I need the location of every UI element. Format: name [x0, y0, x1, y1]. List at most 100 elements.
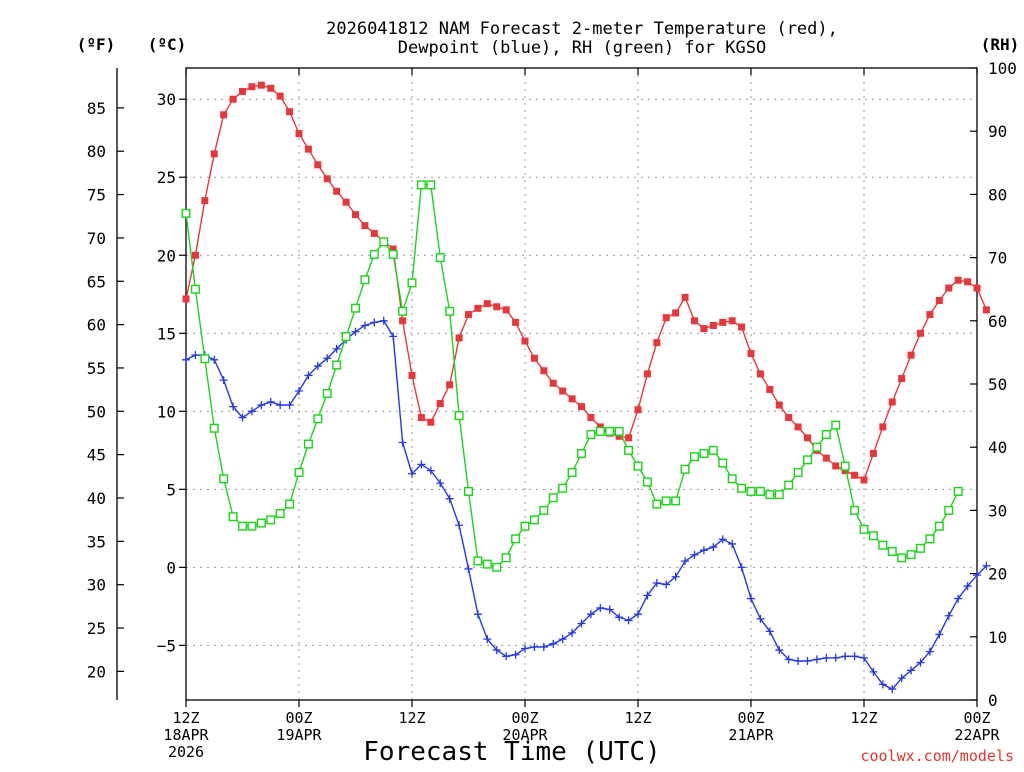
- dewpoint-markers: [182, 316, 991, 694]
- temperature-point: [691, 317, 698, 325]
- rh-point: [426, 180, 436, 190]
- fahrenheit-tick-label: 25: [87, 619, 106, 638]
- rh-point: [247, 521, 257, 531]
- temperature-point: [634, 406, 642, 414]
- dewpoint-point: [304, 371, 313, 380]
- rh-point: [953, 486, 963, 496]
- rh-point: [473, 556, 483, 566]
- rh-tick-label: 70: [988, 249, 1007, 268]
- dewpoint-point: [747, 594, 755, 603]
- temperature-point: [568, 395, 576, 403]
- temperature-point: [625, 434, 633, 442]
- temperature-point: [756, 370, 764, 378]
- dewpoint-point: [944, 611, 953, 620]
- temperature-point: [286, 108, 294, 116]
- temperature-point: [314, 161, 322, 169]
- rh-tick-label: 60: [988, 312, 1007, 331]
- rh-markers: [181, 180, 963, 572]
- dewpoint-point: [822, 653, 831, 662]
- dewpoint-point: [869, 667, 878, 676]
- temperature-point: [785, 414, 793, 422]
- temperature-point: [747, 350, 755, 358]
- rh-point: [746, 486, 756, 496]
- fahrenheit-tick-label: 40: [87, 489, 106, 508]
- temperature-point: [926, 311, 934, 319]
- rh-tick-label: 50: [988, 375, 1007, 394]
- dewpoint-point: [464, 564, 473, 573]
- dewpoint-point: [398, 438, 407, 447]
- dewpoint-point: [455, 521, 464, 530]
- temperature-point: [738, 323, 746, 331]
- temperature-point: [973, 284, 981, 292]
- dewpoint-point: [850, 652, 859, 661]
- rh-point: [821, 430, 831, 440]
- celsius-unit-label: (ºC): [148, 35, 187, 54]
- dewpoint-point: [379, 316, 388, 325]
- dewpoint-point: [699, 546, 708, 555]
- dewpoint-point: [295, 387, 303, 396]
- temperature-point: [267, 84, 275, 92]
- dewpoint-point: [492, 646, 501, 655]
- rh-point: [482, 559, 492, 569]
- dewpoint-point: [238, 413, 247, 422]
- temperature-point: [945, 284, 953, 292]
- temperature-point: [399, 317, 407, 325]
- temperature-point: [766, 385, 774, 393]
- temperature-point: [549, 379, 557, 387]
- dewpoint-point: [370, 318, 379, 327]
- temperature-point: [370, 229, 378, 237]
- temperature-point: [257, 81, 265, 89]
- temperature-point: [408, 371, 416, 379]
- fahrenheit-tick-label: 85: [87, 99, 106, 118]
- x-tick-label: 21APR: [728, 726, 774, 744]
- temperature-point: [465, 311, 472, 319]
- temperature-point: [917, 329, 924, 337]
- rh-point: [784, 480, 794, 490]
- rh-point: [275, 509, 285, 519]
- dewpoint-point: [690, 550, 699, 559]
- dewpoint-point: [765, 627, 774, 636]
- temperature-point: [436, 400, 444, 408]
- rh-point: [755, 486, 765, 496]
- rh-tick-label: 0: [988, 691, 998, 710]
- rh-point: [671, 496, 681, 506]
- fahrenheit-tick-label: 60: [87, 316, 106, 335]
- dewpoint-point: [577, 619, 586, 628]
- rh-point: [360, 275, 370, 285]
- rh-point: [351, 303, 361, 313]
- celsius-tick-label: 0: [166, 558, 176, 577]
- temperature-point: [521, 337, 529, 345]
- temperature-point: [295, 130, 303, 138]
- dewpoint-point: [756, 614, 765, 623]
- fahrenheit-tick-label: 45: [87, 446, 106, 465]
- rh-point: [445, 306, 455, 316]
- rh-tick-label: 30: [988, 501, 1007, 520]
- dewpoint-point: [897, 674, 906, 683]
- rh-point: [567, 467, 577, 477]
- rh-point: [501, 553, 511, 563]
- rh-point: [219, 474, 229, 484]
- dewpoint-point: [360, 321, 369, 330]
- dewpoint-point: [521, 644, 529, 653]
- rh-point: [341, 332, 351, 342]
- temperature-point: [832, 462, 840, 470]
- temperature-point: [540, 367, 548, 375]
- temperature-point: [700, 325, 708, 333]
- temperature-point: [578, 403, 585, 411]
- rh-point: [548, 493, 558, 503]
- rh-tick-label: 20: [988, 565, 1007, 584]
- rh-point: [313, 414, 323, 424]
- x-tick-label: 00Z: [285, 709, 312, 727]
- dewpoint-point: [502, 652, 511, 661]
- temperature-point: [860, 476, 868, 484]
- dewpoint-point: [954, 594, 963, 603]
- dewpoint-point: [247, 407, 256, 416]
- temperature-point: [342, 198, 350, 206]
- temperature-line: [185, 84, 988, 481]
- rh-point: [181, 208, 191, 218]
- rh-point: [840, 461, 850, 471]
- x-tick-label: 2026: [168, 743, 204, 761]
- dewpoint-point: [671, 572, 680, 581]
- dewpoint-point: [615, 613, 624, 622]
- rh-point: [793, 467, 803, 477]
